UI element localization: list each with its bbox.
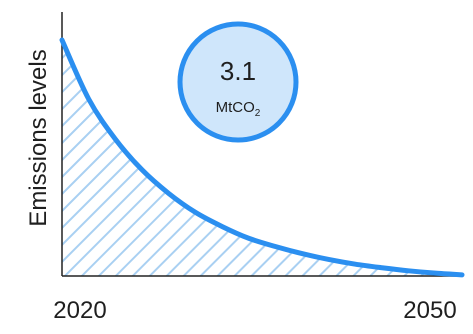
x-tick-label-start: 2020 bbox=[53, 297, 106, 324]
emissions-badge: 3.1 MtCO2 bbox=[177, 21, 299, 143]
x-tick-label-end: 2050 bbox=[403, 297, 456, 324]
badge-unit: MtCO2 bbox=[216, 99, 261, 119]
emissions-line bbox=[59, 37, 465, 278]
emissions-area bbox=[62, 40, 462, 276]
badge-circle bbox=[177, 21, 299, 143]
y-axis-label: Emissions levels bbox=[25, 49, 52, 226]
badge-unit-subscript: 2 bbox=[255, 108, 261, 119]
badge-unit-prefix: MtCO bbox=[216, 99, 255, 116]
badge-value: 3.1 bbox=[220, 56, 256, 86]
